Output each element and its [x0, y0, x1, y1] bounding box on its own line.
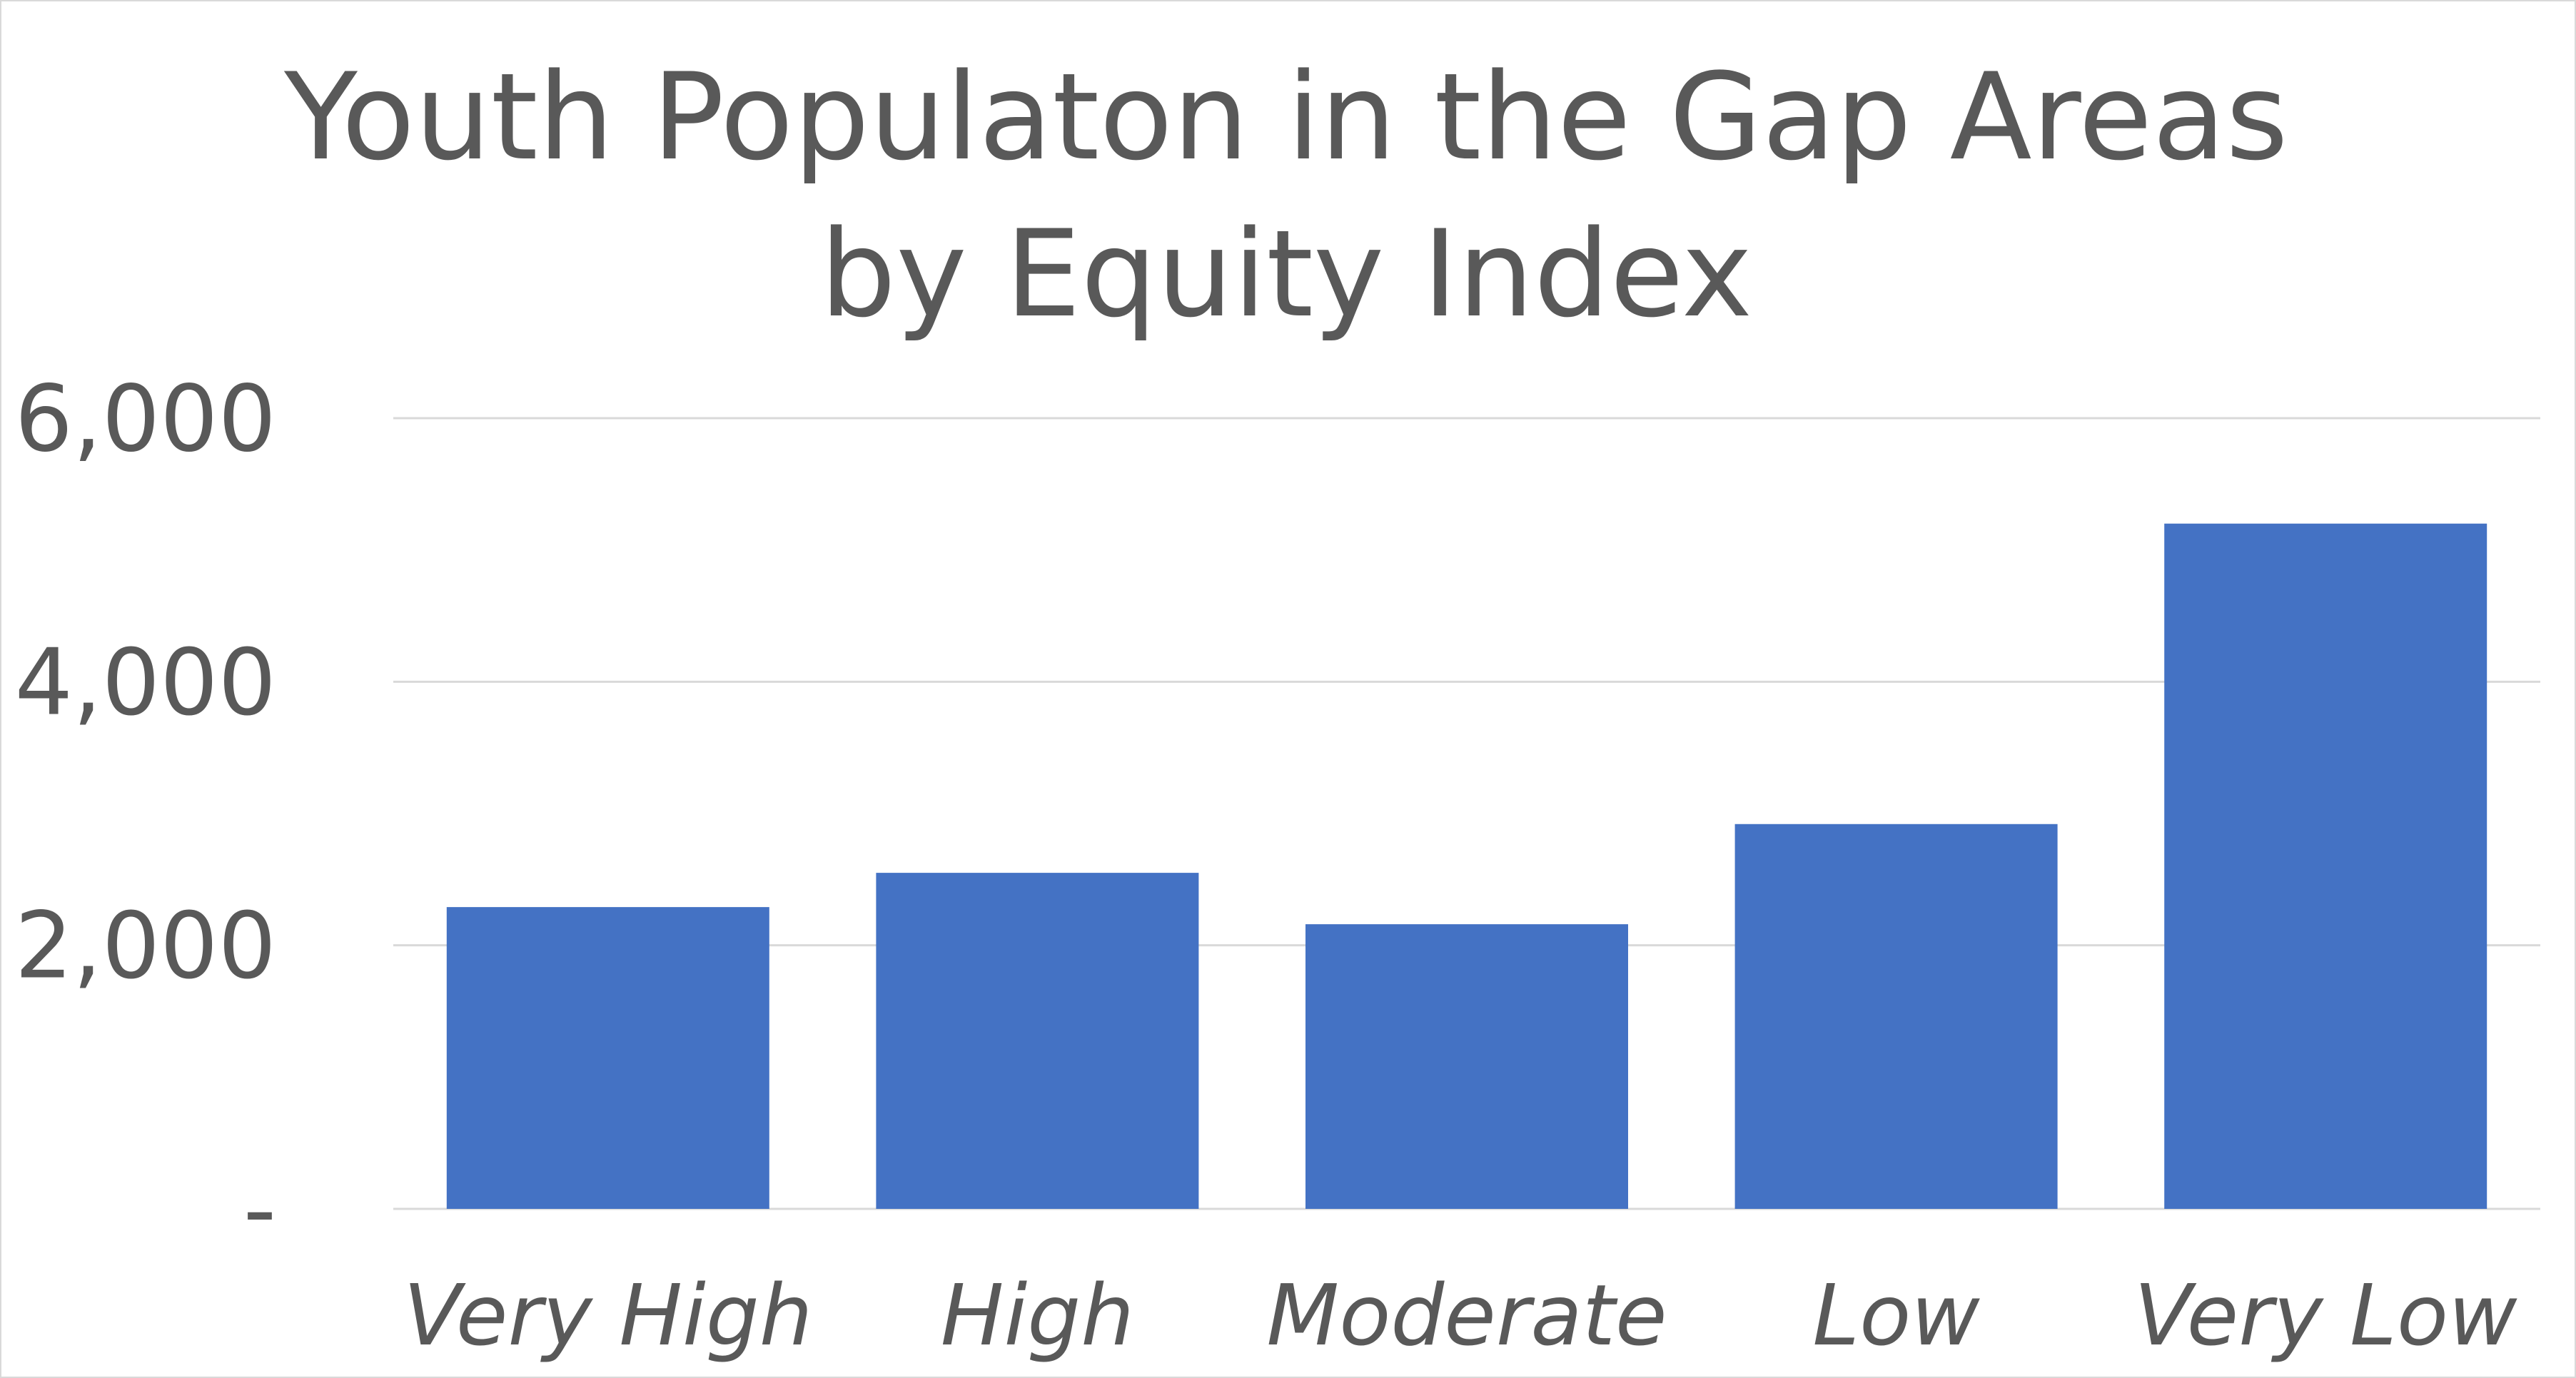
bar	[2164, 523, 2487, 1209]
y-tick-label: -	[243, 1157, 276, 1263]
x-tick-label: Very High	[403, 1266, 812, 1364]
x-tick-label: Moderate	[1266, 1266, 1667, 1364]
chart-title-line-1: Youth Populaton in the Gap Areas	[283, 47, 2288, 187]
x-tick-label: Low	[1812, 1266, 1980, 1364]
y-tick-label: 6,000	[15, 366, 276, 472]
x-axis-tick-labels: Very High High Moderate Low Very Low	[403, 1266, 2517, 1364]
x-tick-label: High	[941, 1266, 1134, 1364]
y-axis-tick-labels: - 2,000 4,000 6,000	[15, 366, 276, 1263]
bar	[876, 873, 1199, 1209]
bar	[1305, 924, 1628, 1209]
x-tick-label: Very Low	[2134, 1266, 2517, 1364]
chart-title-line-2: by Equity Index	[820, 204, 1753, 344]
y-tick-label: 2,000	[15, 893, 276, 1000]
y-tick-label: 4,000	[15, 629, 276, 736]
bar	[446, 907, 769, 1209]
bar	[1734, 824, 2058, 1209]
bars	[446, 523, 2487, 1209]
